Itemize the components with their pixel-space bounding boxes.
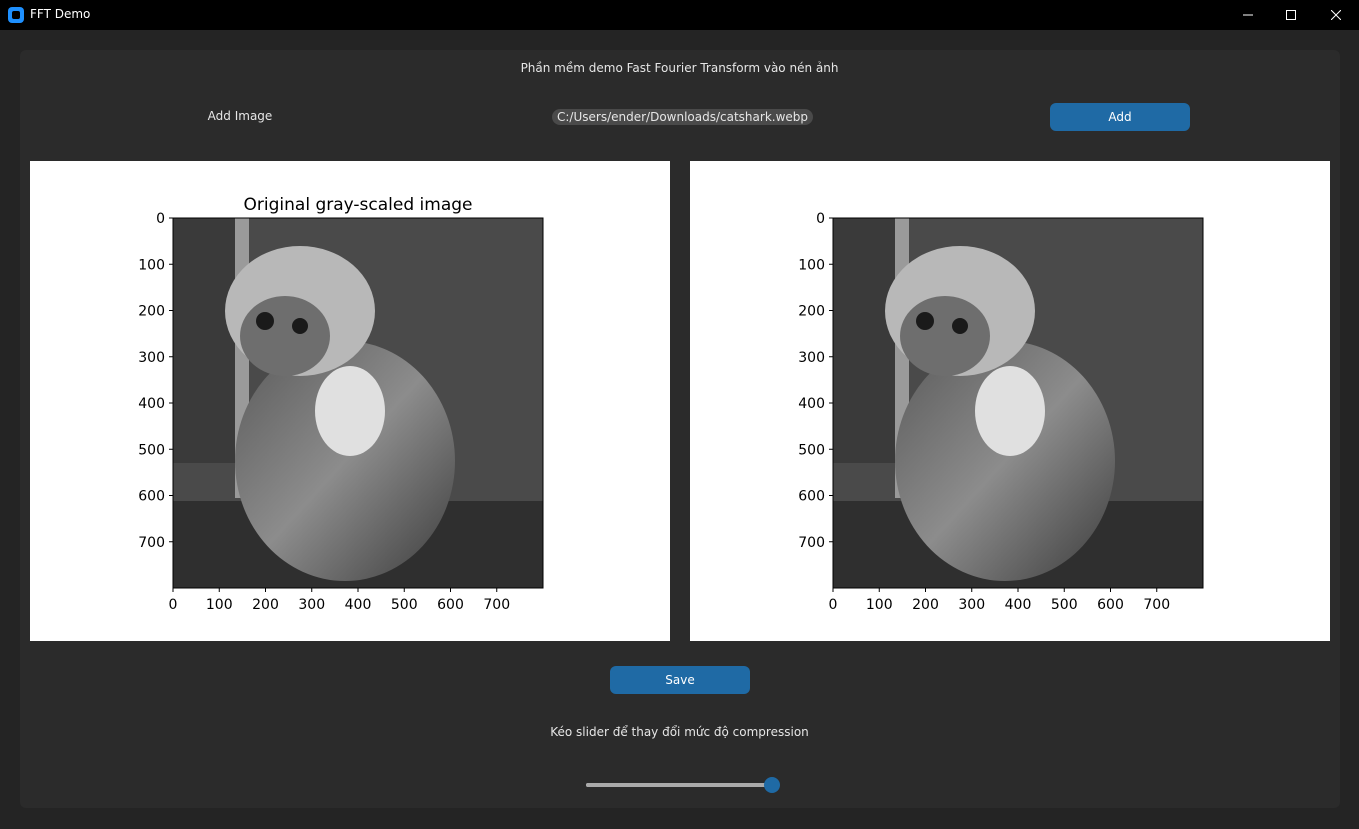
maximize-icon bbox=[1286, 10, 1296, 20]
x-axis-ticks: 0 100 200 300 400 500 600 700 bbox=[829, 588, 1170, 613]
x-tick-label: 300 bbox=[958, 597, 985, 613]
add-button[interactable]: Add bbox=[1050, 103, 1190, 131]
y-tick-label: 600 bbox=[798, 489, 825, 505]
compression-slider[interactable] bbox=[586, 783, 776, 787]
image-area bbox=[833, 218, 1203, 588]
x-tick-label: 200 bbox=[912, 597, 939, 613]
x-axis-ticks: 0 100 200 300 400 500 600 700 bbox=[169, 588, 510, 613]
right-figure: 0 100 200 300 400 500 600 700 0 100 200 300 400 500 6… bbox=[798, 211, 1204, 613]
original-image-plot: Original gray-scaled image 0 100 200 300 400… bbox=[30, 161, 670, 641]
x-tick-label: 500 bbox=[391, 597, 418, 613]
x-tick-label: 300 bbox=[298, 597, 325, 613]
x-tick-label: 500 bbox=[1051, 597, 1078, 613]
save-button[interactable]: Save bbox=[610, 666, 750, 694]
y-tick-label: 0 bbox=[156, 211, 165, 227]
y-tick-label: 100 bbox=[138, 257, 165, 273]
y-axis-ticks: 0 100 200 300 400 500 600 700 bbox=[138, 211, 173, 551]
y-tick-label: 300 bbox=[798, 350, 825, 366]
y-tick-label: 400 bbox=[138, 396, 165, 412]
y-tick-label: 500 bbox=[798, 442, 825, 458]
window-title: FFT Demo bbox=[30, 7, 91, 21]
x-tick-label: 200 bbox=[252, 597, 279, 613]
x-tick-label: 0 bbox=[829, 597, 838, 613]
minimize-icon bbox=[1243, 14, 1253, 16]
add-image-label: Add Image bbox=[207, 109, 273, 123]
compressed-image-plot: 0 100 200 300 400 500 600 700 0 100 200 300 400 500 6… bbox=[690, 161, 1330, 641]
y-tick-label: 200 bbox=[798, 304, 825, 320]
file-path-label: C:/Users/ender/Downloads/catshark.webp bbox=[552, 109, 814, 125]
y-tick-label: 400 bbox=[798, 396, 825, 412]
slider-thumb[interactable] bbox=[764, 777, 780, 793]
y-tick-label: 600 bbox=[138, 489, 165, 505]
x-tick-label: 600 bbox=[437, 597, 464, 613]
x-tick-label: 100 bbox=[866, 597, 893, 613]
title-bar: FFT Demo bbox=[0, 0, 1359, 30]
cat-shape bbox=[235, 341, 455, 581]
left-figure: Original gray-scaled image 0 100 200 300 400… bbox=[138, 195, 544, 613]
y-tick-label: 700 bbox=[138, 535, 165, 551]
y-tick-label: 500 bbox=[138, 442, 165, 458]
maximize-button[interactable] bbox=[1268, 0, 1314, 30]
slider-fill bbox=[586, 783, 776, 787]
close-icon bbox=[1331, 10, 1341, 20]
x-tick-label: 400 bbox=[345, 597, 372, 613]
image-area bbox=[173, 218, 543, 588]
y-tick-label: 700 bbox=[798, 535, 825, 551]
x-tick-label: 600 bbox=[1097, 597, 1124, 613]
app-icon bbox=[8, 7, 24, 23]
plot-title: Original gray-scaled image bbox=[244, 195, 473, 215]
y-tick-label: 100 bbox=[798, 257, 825, 273]
y-tick-label: 200 bbox=[138, 304, 165, 320]
x-tick-label: 100 bbox=[206, 597, 233, 613]
cat-shape bbox=[895, 341, 1115, 581]
x-tick-label: 700 bbox=[1143, 597, 1170, 613]
x-tick-label: 0 bbox=[169, 597, 178, 613]
x-tick-label: 400 bbox=[1005, 597, 1032, 613]
header-label: Phần mềm demo Fast Fourier Transform vào… bbox=[520, 61, 839, 75]
slider-label: Kéo slider để thay đổi mức độ compressio… bbox=[550, 725, 809, 739]
minimize-button[interactable] bbox=[1225, 0, 1271, 30]
x-tick-label: 700 bbox=[483, 597, 510, 613]
y-tick-label: 300 bbox=[138, 350, 165, 366]
y-tick-label: 0 bbox=[816, 211, 825, 227]
y-axis-ticks: 0 100 200 300 400 500 600 700 bbox=[798, 211, 833, 551]
close-button[interactable] bbox=[1313, 0, 1359, 30]
